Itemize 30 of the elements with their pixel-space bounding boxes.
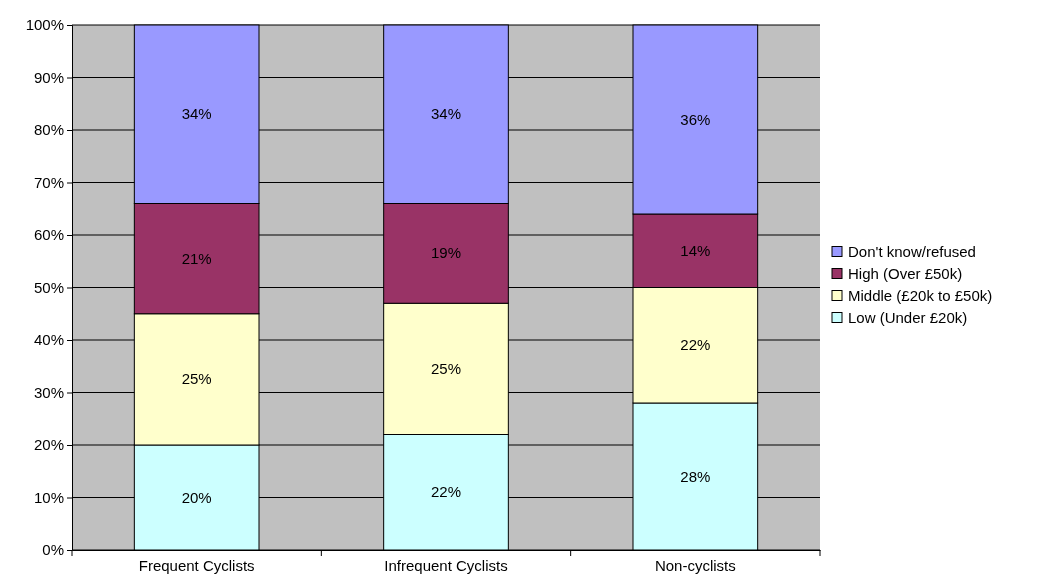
y-tick-label: 10%	[33, 488, 64, 506]
x-tick-label: Infrequent Cyclists	[384, 556, 508, 574]
data-label: 34%	[430, 105, 462, 123]
data-label: 25%	[430, 359, 462, 377]
data-label: 34%	[181, 105, 212, 123]
y-tick-label: 20%	[33, 436, 64, 454]
data-label: 20%	[181, 488, 212, 506]
y-tick-label: 40%	[33, 331, 64, 349]
legend-label: Don't know/refused	[848, 242, 976, 260]
y-tick-label: 30%	[33, 383, 64, 401]
y-tick-label: 100%	[25, 16, 64, 34]
x-tick-label: Non-cyclists	[654, 556, 736, 574]
data-label: 28%	[680, 467, 711, 485]
y-tick-label: 90%	[33, 68, 64, 86]
data-label: 22%	[680, 336, 711, 354]
y-tick-label: 50%	[33, 278, 64, 296]
legend-label: Middle (£20k to £50k)	[848, 286, 993, 304]
legend-label: Low (Under £20k)	[848, 308, 968, 326]
y-tick-label: 60%	[33, 226, 64, 244]
y-tick-label: 70%	[33, 173, 64, 191]
data-label: 14%	[680, 241, 711, 259]
data-label: 19%	[430, 244, 462, 262]
x-tick-label: Frequent Cyclists	[138, 556, 255, 574]
legend-label: High (Over £50k)	[848, 264, 963, 282]
data-label: 22%	[430, 483, 462, 501]
y-tick-label: 80%	[33, 121, 64, 139]
data-label: 21%	[181, 249, 212, 267]
data-label: 36%	[680, 110, 711, 128]
y-tick-label: 0%	[42, 541, 64, 559]
data-label: 25%	[181, 370, 212, 388]
